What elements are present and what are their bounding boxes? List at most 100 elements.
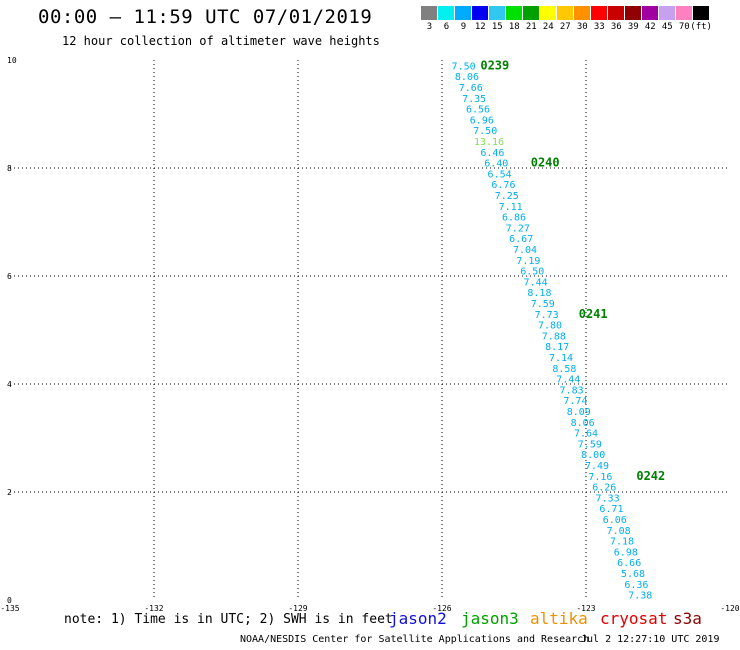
color-swatch xyxy=(523,6,540,20)
color-swatch xyxy=(591,6,608,20)
color-swatch xyxy=(557,6,574,20)
wave-height-point: 7.14 xyxy=(549,353,573,364)
wave-height-point: 7.83 xyxy=(560,385,584,396)
legend-altika: altika xyxy=(530,609,588,628)
wave-height-point: 7.66 xyxy=(459,83,483,94)
wave-height-point: 7.73 xyxy=(535,310,559,321)
wave-height-point: 6.98 xyxy=(614,547,638,558)
color-swatch xyxy=(642,6,659,20)
wave-height-point: 6.86 xyxy=(502,213,526,224)
x-tick-label: -132 xyxy=(144,604,163,613)
color-swatch xyxy=(489,6,506,20)
y-tick-label: 2 xyxy=(7,488,12,497)
time-labels: 0239 0240 0241 0242 xyxy=(480,58,665,482)
generated-timestamp: Jul 2 12:27:10 UTC 2019 xyxy=(581,634,720,645)
color-swatch xyxy=(540,6,557,20)
footer-note: note: 1) Time is in UTC; 2) SWH is in fe… xyxy=(64,612,393,627)
color-scale-label: 18 xyxy=(508,22,520,32)
color-scale-label: 6 xyxy=(443,22,450,32)
x-tick-label: -123 xyxy=(576,604,595,613)
legend-jason3: jason3 xyxy=(461,609,519,628)
wave-height-point: 7.25 xyxy=(495,191,519,202)
wave-height-point: 6.71 xyxy=(599,504,623,515)
wave-height-point: 5.68 xyxy=(621,569,645,580)
legend-jason2: jason2 xyxy=(389,609,447,628)
wave-height-point: 7.16 xyxy=(588,472,612,483)
color-swatch xyxy=(574,6,591,20)
wave-height-point: 8.06 xyxy=(571,418,595,429)
wave-height-point: 7.44 xyxy=(556,375,580,386)
pass-time-label: 0241 xyxy=(579,307,608,321)
x-tick-label: -126 xyxy=(432,604,451,613)
color-scale-label: 12 xyxy=(474,22,486,32)
wave-height-point: 7.19 xyxy=(516,256,540,267)
color-scale-label: 30 xyxy=(576,22,588,32)
color-scale-labels: 3 6 9 12 15 18 21 24 27 30 33 36 39 42 45 70 (ft) xyxy=(421,22,740,34)
wave-height-point: 6.06 xyxy=(603,515,627,526)
x-tick-label: -129 xyxy=(288,604,307,613)
color-swatch xyxy=(455,6,472,20)
wave-height-point: 8.00 xyxy=(581,450,605,461)
pass-time-label: 0242 xyxy=(636,469,665,483)
wave-height-point: 8.17 xyxy=(545,342,569,353)
color-scale-label: 36 xyxy=(610,22,622,32)
wave-height-point: 8.58 xyxy=(552,364,576,375)
wave-height-point: 7.80 xyxy=(538,321,562,332)
wave-height-point: 6.36 xyxy=(624,580,648,591)
color-swatch xyxy=(472,6,489,20)
wave-height-point: 6.66 xyxy=(617,558,641,569)
x-tick-label: -120 xyxy=(720,604,739,613)
y-tick-label: 8 xyxy=(7,164,12,173)
grid-lines xyxy=(10,60,730,600)
wave-height-point: 6.54 xyxy=(488,169,512,180)
wave-height-point: 8.06 xyxy=(455,72,479,83)
wave-height-point: 7.50 xyxy=(452,61,476,72)
wave-height-point: 7.11 xyxy=(499,202,523,213)
color-swatch xyxy=(659,6,676,20)
wave-height-point: 6.26 xyxy=(592,483,616,494)
color-swatch xyxy=(421,6,438,20)
color-scale-label: 24 xyxy=(542,22,554,32)
y-tick-label: 0 xyxy=(7,596,12,605)
color-swatch xyxy=(625,6,642,20)
wave-height-point: 7.08 xyxy=(607,526,631,537)
wave-height-point: 7.49 xyxy=(585,461,609,472)
wave-height-point: 6.40 xyxy=(484,159,508,170)
wave-height-point: 13.16 xyxy=(474,137,504,148)
wave-height-point: 6.67 xyxy=(509,234,533,245)
pass-time-label: 0239 xyxy=(480,58,509,72)
color-scale-label: 3 xyxy=(426,22,433,32)
wave-height-point: 6.46 xyxy=(480,148,504,159)
color-scale-label: 15 xyxy=(491,22,503,32)
color-scale-label: (ft) xyxy=(690,22,712,32)
y-tick-label: 4 xyxy=(7,380,12,389)
color-scale-label: 39 xyxy=(627,22,639,32)
wave-height-point: 6.76 xyxy=(491,180,515,191)
color-scale-label: 21 xyxy=(525,22,537,32)
credit-line: NOAA/NESDIS Center for Satellite Applica… xyxy=(240,634,590,645)
chart-title: 00:00 – 11:59 UTC 07/01/2019 xyxy=(38,6,373,28)
wave-height-point: 7.59 xyxy=(578,439,602,450)
wave-height-point: 7.59 xyxy=(531,299,555,310)
axis-ticks: -135 -132 -129 -126 -123 -120 0 2 4 6 8 10 xyxy=(0,56,739,613)
legend-cryosat: cryosat xyxy=(600,609,668,628)
wave-height-point: 6.96 xyxy=(470,115,494,126)
color-swatch xyxy=(693,6,710,20)
wave-height-point: 7.50 xyxy=(473,126,497,137)
wave-height-point: 7.27 xyxy=(506,223,530,234)
color-swatch xyxy=(676,6,693,20)
y-tick-label: 6 xyxy=(7,272,12,281)
wave-height-point: 7.88 xyxy=(542,331,566,342)
color-swatch xyxy=(438,6,455,20)
color-scale xyxy=(421,6,710,20)
legend-s3a: s3a xyxy=(673,609,702,628)
color-swatch xyxy=(506,6,523,20)
wave-height-point: 7.18 xyxy=(610,537,634,548)
color-scale-label: 27 xyxy=(559,22,571,32)
wave-height-track: 7.508.067.667.356.566.967.5013.166.466.4… xyxy=(452,61,653,601)
color-scale-label: 45 xyxy=(661,22,673,32)
wave-height-point: 8.09 xyxy=(567,407,591,418)
wave-height-point: 7.44 xyxy=(524,277,548,288)
wave-height-point: 7.74 xyxy=(563,396,587,407)
pass-time-label: 0240 xyxy=(531,156,560,170)
